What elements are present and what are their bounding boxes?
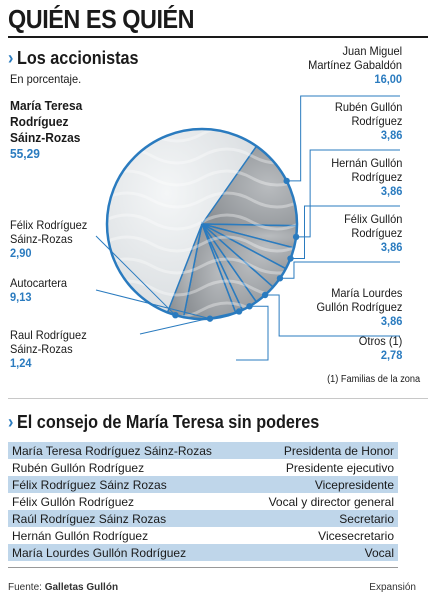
pie-slice — [107, 129, 257, 313]
cookie-wave — [107, 213, 297, 231]
leader-line — [290, 205, 400, 260]
cookie-wave — [107, 235, 297, 253]
label-felix-gullon: Félix Gullón Rodríguez 3,86 — [343, 212, 402, 254]
board-member-role: Vocal — [245, 544, 398, 561]
publisher-credit: Expansión — [369, 582, 416, 593]
leader-line — [95, 289, 211, 320]
value-felix-rodriguez: 2,90 — [10, 246, 32, 260]
label-raul: Raul Rodríguez Sáinz-Rozas 1,24 — [10, 328, 87, 370]
chart-footnote: (1) Familias de la zona — [326, 374, 420, 385]
label-maria-lourdes: María Lourdes Gullón Rodríguez 3,86 — [316, 286, 402, 328]
board-member-name: Félix Gullón Rodríguez — [12, 494, 135, 509]
board-row: María Teresa Rodríguez Sáinz-Rozas Presid… — [8, 442, 398, 459]
section-heading-shareholders: › Los accionistas — [8, 48, 139, 68]
board-member-role: Secretario — [245, 510, 398, 527]
value-raul: 1,24 — [10, 356, 32, 370]
leader-line — [296, 149, 400, 238]
label-ruben: Rubén Gullón Rodríguez 3,86 — [334, 100, 402, 142]
cookie-wave — [107, 191, 297, 209]
board-bottom-rule — [8, 567, 398, 568]
board-row: Hernán Gullón Rodríguez Vicesecretario — [8, 527, 398, 544]
board-row: Raúl Rodríguez Sáinz Rozas Secretario — [8, 510, 398, 527]
board-member-name: María Lourdes Gullón Rodríguez — [8, 544, 246, 561]
leader-line — [236, 305, 269, 361]
board-member-role: Vicesecretario — [318, 528, 394, 543]
board-row: María Lourdes Gullón Rodríguez Vocal — [8, 544, 398, 561]
value-ruben: 3,86 — [380, 128, 402, 142]
pie-leaders — [95, 95, 400, 361]
value-juan-miguel: 16,00 — [374, 72, 402, 86]
source-note: Fuente: Galletas Gullón — [8, 582, 119, 593]
label-maria-teresa: María Teresa Rodríguez Sáinz-Rozas 55,29 — [10, 98, 83, 161]
chart-subtitle: En porcentaje. — [10, 72, 82, 86]
value-hernan: 3,86 — [380, 184, 402, 198]
value-felix-gullon: 3,86 — [380, 240, 402, 254]
cookie-wave — [107, 169, 297, 187]
board-member-role: Presidente ejecutivo — [285, 460, 394, 475]
chevron-right-icon: › — [8, 48, 14, 68]
board-member-role: Vocal y director general — [268, 494, 394, 509]
board-row: Félix Gullón Rodríguez Vocal y director g… — [8, 493, 398, 510]
value-otros: 2,78 — [380, 348, 402, 362]
board-row: Félix Rodríguez Sáinz Rozas Vicepresident… — [8, 476, 398, 493]
section-heading-board: › El consejo de María Teresa sin poderes — [8, 412, 320, 432]
label-felix-rodriguez: Félix Rodríguez Sáinz-Rozas 2,90 — [10, 218, 88, 260]
board-member-name: Rubén Gullón Rodríguez — [12, 460, 145, 475]
board-member-role: Presidenta de Honor — [245, 442, 398, 459]
value-maria-lourdes: 3,86 — [380, 314, 402, 328]
label-otros: Otros (1) 2,78 — [358, 334, 402, 362]
board-member-name: Hernán Gullón Rodríguez — [12, 528, 149, 543]
cookie-wave — [107, 257, 297, 275]
board-member-name: Félix Rodríguez Sáinz Rozas — [8, 476, 246, 493]
chevron-right-icon: › — [8, 412, 14, 432]
leader-line — [279, 261, 400, 279]
pie-outline — [105, 127, 299, 321]
leader-dot — [292, 233, 300, 241]
board-row: Rubén Gullón Rodríguez Presidente ejecuti… — [8, 459, 398, 476]
label-hernan: Hernán Gullón Rodríguez 3,86 — [330, 156, 402, 198]
leader-line — [265, 294, 400, 337]
board-member-name: Raúl Rodríguez Sáinz Rozas — [8, 510, 246, 527]
leader-line — [286, 95, 400, 182]
board-member-name: María Teresa Rodríguez Sáinz-Rozas — [8, 442, 246, 459]
value-maria-teresa: 55,29 — [10, 146, 40, 161]
leader-line — [139, 310, 240, 335]
board-member-role: Vicepresidente — [245, 476, 398, 493]
label-autocartera: Autocartera 9,13 — [10, 276, 68, 304]
value-autocartera: 9,13 — [10, 290, 32, 304]
section-divider — [8, 398, 428, 399]
board-table: María Teresa Rodríguez Sáinz-Rozas Presid… — [8, 442, 398, 561]
leader-line — [95, 235, 176, 316]
label-juan-miguel: Juan Miguel Martínez Gabaldón 16,00 — [308, 44, 402, 86]
title-rule — [8, 36, 428, 38]
page-title: QUIÉN ES QUIÉN — [8, 4, 195, 34]
